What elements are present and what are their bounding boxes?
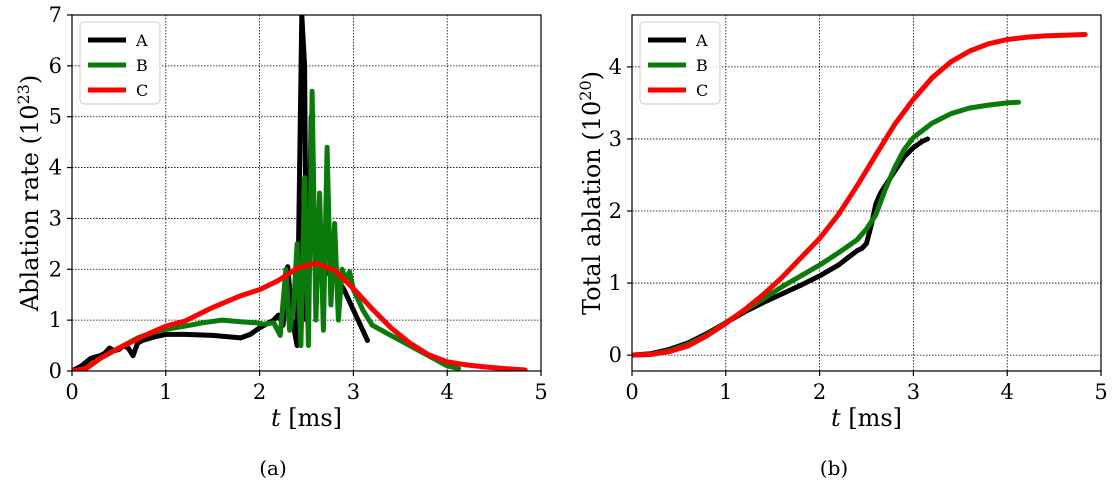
x-axis-label: t [ms] bbox=[271, 404, 342, 432]
y-axis-label-text: Ablation rate (10 bbox=[16, 105, 44, 313]
y-tick-label: 1 bbox=[49, 308, 62, 332]
y-tick-label: 2 bbox=[49, 257, 62, 281]
y-tick-label: 0 bbox=[49, 359, 62, 383]
y-tick-label: 3 bbox=[609, 127, 622, 151]
x-tick-label: 5 bbox=[1094, 380, 1107, 404]
y-axis-label-exponent: 20 bbox=[576, 80, 595, 100]
series-line-C bbox=[632, 32, 1088, 358]
figure-caption: (a) bbox=[259, 456, 287, 480]
axes-frame bbox=[71, 14, 542, 372]
x-tick-label: 4 bbox=[441, 380, 454, 404]
y-axis-label: Ablation rate (1023) bbox=[14, 75, 44, 312]
y-axis-label-close: ) bbox=[578, 71, 606, 80]
y-tick-label: 7 bbox=[49, 3, 62, 27]
y-tick-label: 0 bbox=[609, 343, 622, 367]
y-axis-label-exponent: 23 bbox=[14, 84, 33, 104]
legend-label-A: A bbox=[695, 31, 708, 50]
x-tick-label: 1 bbox=[719, 380, 732, 404]
x-tick-label: 0 bbox=[65, 380, 78, 404]
y-axis-label-text: Total ablation (10 bbox=[578, 101, 606, 315]
legend-label-C: C bbox=[136, 81, 148, 100]
y-tick-label: 3 bbox=[49, 206, 62, 230]
x-axis-variable: t bbox=[271, 404, 281, 432]
series-line-A bbox=[632, 136, 930, 358]
x-tick-label: 4 bbox=[1001, 380, 1014, 404]
y-axis-label: Total ablation (1020) bbox=[576, 71, 606, 315]
x-tick-label: 1 bbox=[159, 380, 172, 404]
x-axis-variable: t bbox=[831, 404, 841, 432]
x-tick-label: 2 bbox=[813, 380, 826, 404]
legend: ABC bbox=[79, 21, 161, 105]
y-tick-label: 6 bbox=[49, 54, 62, 78]
legend-label-B: B bbox=[136, 56, 148, 75]
x-tick-label: 0 bbox=[625, 380, 638, 404]
y-axis-label-close: ) bbox=[16, 75, 44, 84]
x-axis-label: t [ms] bbox=[831, 404, 902, 432]
y-tick-label: 4 bbox=[49, 156, 62, 180]
legend-label-B: B bbox=[696, 56, 708, 75]
legend-label-A: A bbox=[135, 31, 148, 50]
legend-label-C: C bbox=[696, 81, 708, 100]
axes-frame bbox=[631, 14, 1102, 372]
x-tick-label: 2 bbox=[253, 380, 266, 404]
x-axis-unit: [ms] bbox=[841, 404, 902, 432]
y-tick-label: 1 bbox=[609, 271, 622, 295]
figure-caption: (b) bbox=[820, 456, 848, 480]
chart-panel-b: 0 1 2 3 4 5 0 1 2 3 4 t [ms] Total ablation (1020) AB… bbox=[576, 14, 1108, 480]
x-tick-label: 3 bbox=[907, 380, 920, 404]
plot-area bbox=[72, 15, 528, 371]
series-line-B bbox=[72, 88, 461, 371]
x-tick-label: 3 bbox=[347, 380, 360, 404]
y-tick-label: 5 bbox=[49, 105, 62, 129]
y-tick-label: 4 bbox=[609, 55, 622, 79]
x-axis-unit: [ms] bbox=[281, 404, 342, 432]
y-tick-label: 2 bbox=[609, 199, 622, 223]
x-tick-label: 5 bbox=[534, 380, 547, 404]
plot-area bbox=[632, 32, 1088, 358]
legend: ABC bbox=[639, 21, 721, 105]
series-line-C bbox=[72, 260, 528, 371]
